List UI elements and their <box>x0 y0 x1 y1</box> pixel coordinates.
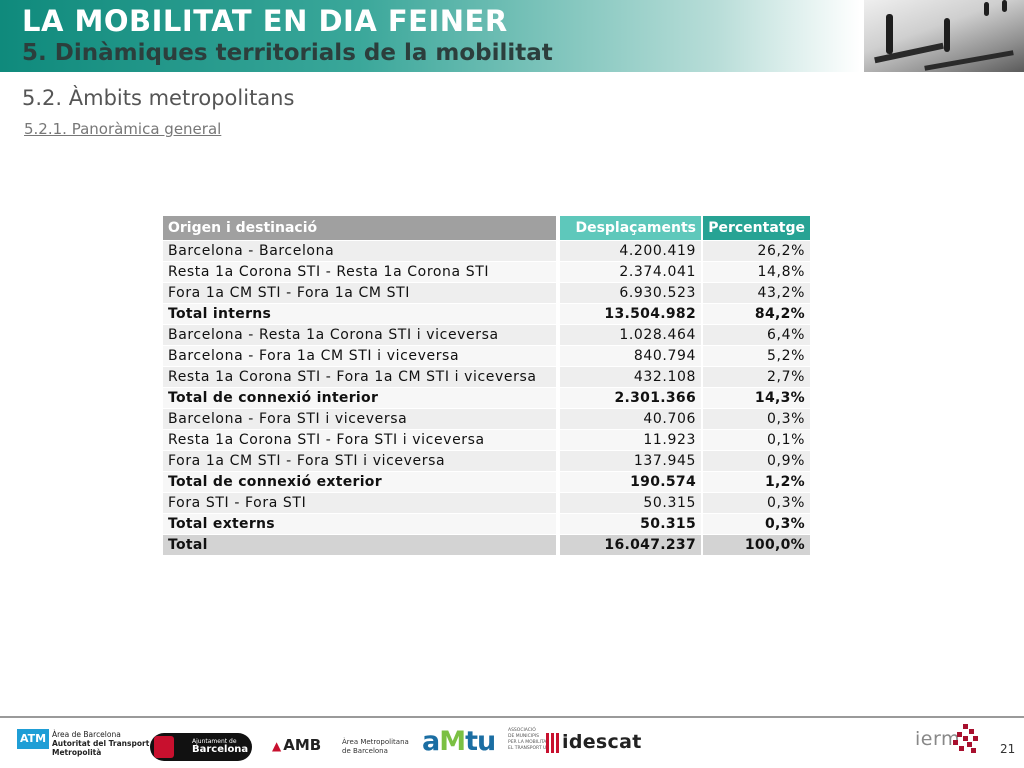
table-total-row: Total interns 13.504.982 84,2% <box>163 304 810 324</box>
row-label: Total de connexió exterior <box>163 472 556 492</box>
row-label: Barcelona - Resta 1a Corona STI i viceve… <box>163 325 556 345</box>
row-trips-value: 137.945 <box>556 451 701 471</box>
row-percentage-value: 84,2% <box>701 304 810 324</box>
table-row: Barcelona - Resta 1a Corona STI i viceve… <box>163 325 810 345</box>
row-trips-value: 190.574 <box>556 472 701 492</box>
amb-triangle-icon: ▲ <box>272 739 282 753</box>
row-label: Total externs <box>163 514 556 534</box>
row-trips-value: 2.301.366 <box>556 388 701 408</box>
amtu-logo: aMtu <box>422 726 496 757</box>
row-label: Fora STI - Fora STI <box>163 493 556 513</box>
amtu-logo-text: ASSOCIACIÓ DE MUNICIPIS PER LA MOBILITAT… <box>508 728 556 751</box>
table-row: Resta 1a Corona STI - Resta 1a Corona ST… <box>163 262 810 282</box>
page-subtitle: 5. Dinàmiques territorials de la mobilit… <box>22 40 553 66</box>
table-row: Resta 1a Corona STI - Fora 1a CM STI i v… <box>163 367 810 387</box>
row-label: Total <box>163 535 556 555</box>
section-title: 5.2. Àmbits metropolitans <box>22 86 295 110</box>
row-label: Resta 1a Corona STI - Resta 1a Corona ST… <box>163 262 556 282</box>
row-label: Barcelona - Barcelona <box>163 241 556 261</box>
table-total-row: Total 16.047.237 100,0% <box>163 535 810 555</box>
row-label: Barcelona - Fora 1a CM STI i viceversa <box>163 346 556 366</box>
table-total-row: Total de connexió exterior 190.574 1,2% <box>163 472 810 492</box>
row-trips-value: 1.028.464 <box>556 325 701 345</box>
row-label: Fora 1a CM STI - Fora 1a CM STI <box>163 283 556 303</box>
column-header-trips: Desplaçaments <box>556 216 701 240</box>
row-percentage-value: 0,9% <box>701 451 810 471</box>
row-percentage-value: 100,0% <box>701 535 810 555</box>
row-percentage-value: 1,2% <box>701 472 810 492</box>
row-label: Resta 1a Corona STI - Fora 1a CM STI i v… <box>163 367 556 387</box>
page-number: 21 <box>1000 742 1016 756</box>
table-row: Barcelona - Fora STI i viceversa 40.706 0,… <box>163 409 810 429</box>
idescat-logo: idescat <box>562 731 642 753</box>
subsection-link[interactable]: 5.2.1. Panoràmica general <box>24 120 222 138</box>
footer-divider <box>0 716 1024 718</box>
row-trips-value: 16.047.237 <box>556 535 701 555</box>
row-percentage-value: 14,8% <box>701 262 810 282</box>
row-percentage-value: 6,4% <box>701 325 810 345</box>
row-percentage-value: 5,2% <box>701 346 810 366</box>
row-trips-value: 13.504.982 <box>556 304 701 324</box>
row-percentage-value: 14,3% <box>701 388 810 408</box>
pixel-cross-logo-icon <box>953 724 979 754</box>
table-row: Resta 1a Corona STI - Fora STI i vicever… <box>163 430 810 450</box>
row-trips-value: 432.108 <box>556 367 701 387</box>
row-label: Total interns <box>163 304 556 324</box>
row-percentage-value: 0,3% <box>701 409 810 429</box>
page-title: LA MOBILITAT EN DIA FEINER <box>22 4 508 38</box>
table-row: Barcelona - Barcelona 4.200.419 26,2% <box>163 241 810 261</box>
atm-logo: ATM <box>17 729 49 749</box>
table-total-row: Total de connexió interior 2.301.366 14,3% <box>163 388 810 408</box>
row-percentage-value: 26,2% <box>701 241 810 261</box>
row-percentage-value: 0,1% <box>701 430 810 450</box>
amb-logo: ▲ AMB <box>272 736 322 754</box>
row-trips-value: 4.200.419 <box>556 241 701 261</box>
street-photo-image <box>864 0 1024 72</box>
column-header-percentage: Percentatge <box>701 216 810 240</box>
amb-logo-text: Àrea Metropolitana de Barcelona <box>342 738 409 755</box>
table-header-row: Origen i destinació Desplaçaments Percen… <box>163 216 810 240</box>
row-label: Barcelona - Fora STI i viceversa <box>163 409 556 429</box>
header-banner: LA MOBILITAT EN DIA FEINER 5. Dinàmiques… <box>0 0 1024 72</box>
atm-logo-text: Àrea de Barcelona Autoritat del Transpor… <box>52 730 150 757</box>
table-row: Fora STI - Fora STI 50.315 0,3% <box>163 493 810 513</box>
iermb-logo: ierm <box>915 728 960 750</box>
row-percentage-value: 43,2% <box>701 283 810 303</box>
row-label: Fora 1a CM STI - Fora STI i viceversa <box>163 451 556 471</box>
row-trips-value: 50.315 <box>556 514 701 534</box>
row-percentage-value: 0,3% <box>701 514 810 534</box>
row-trips-value: 40.706 <box>556 409 701 429</box>
row-label: Resta 1a Corona STI - Fora STI i vicever… <box>163 430 556 450</box>
origin-destination-table: Origen i destinació Desplaçaments Percen… <box>163 215 810 556</box>
row-trips-value: 50.315 <box>556 493 701 513</box>
table-row: Barcelona - Fora 1a CM STI i viceversa 84… <box>163 346 810 366</box>
idescat-bars-icon <box>546 733 560 753</box>
row-percentage-value: 2,7% <box>701 367 810 387</box>
barcelona-crest-icon <box>154 736 174 758</box>
table-total-row: Total externs 50.315 0,3% <box>163 514 810 534</box>
table-row: Fora 1a CM STI - Fora 1a CM STI 6.930.523… <box>163 283 810 303</box>
row-label: Total de connexió interior <box>163 388 556 408</box>
row-percentage-value: 0,3% <box>701 493 810 513</box>
row-trips-value: 11.923 <box>556 430 701 450</box>
row-trips-value: 6.930.523 <box>556 283 701 303</box>
row-trips-value: 840.794 <box>556 346 701 366</box>
row-trips-value: 2.374.041 <box>556 262 701 282</box>
ajuntament-barcelona-logo: Ajuntament de Barcelona <box>150 733 252 761</box>
table-row: Fora 1a CM STI - Fora STI i viceversa 137… <box>163 451 810 471</box>
column-header-origin: Origen i destinació <box>163 216 556 240</box>
